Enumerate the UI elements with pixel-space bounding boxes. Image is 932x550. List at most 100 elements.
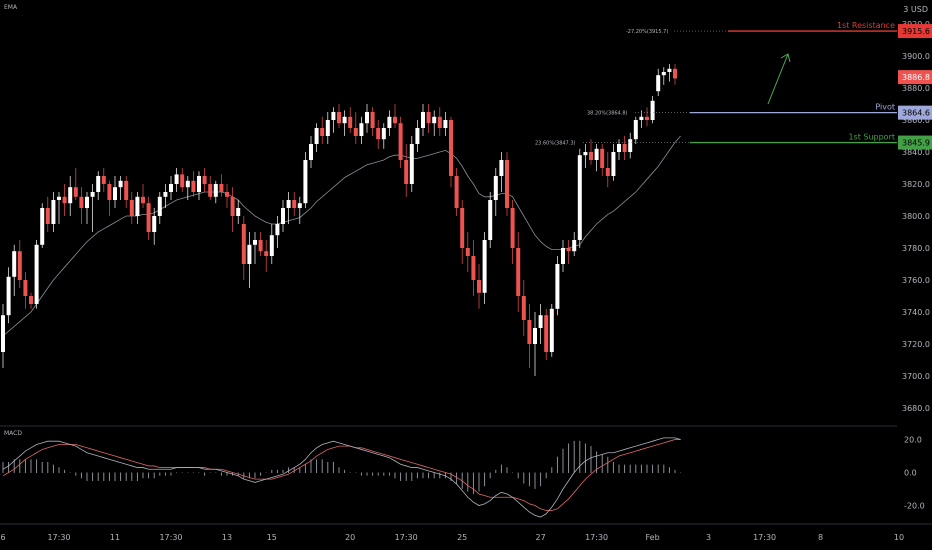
price-tick-label: 3900.0 — [902, 52, 930, 61]
candle — [622, 136, 627, 160]
price-tick-label: 3800.0 — [902, 212, 930, 221]
candle — [505, 152, 509, 216]
candle — [152, 208, 157, 245]
time-tick-label: 27 — [536, 533, 546, 542]
candle-body — [12, 251, 17, 277]
time-tick-label: 17:30 — [47, 533, 70, 542]
candle-body — [146, 203, 151, 232]
candle — [650, 96, 655, 124]
candle-body — [605, 168, 610, 176]
candle-body — [404, 160, 409, 184]
candle-body — [51, 200, 56, 224]
price-tick-label: 3880.0 — [902, 84, 930, 93]
candle-body — [107, 184, 112, 200]
candle-body — [566, 248, 571, 252]
candle-body — [393, 116, 397, 124]
candle-body — [365, 112, 369, 124]
candle — [208, 176, 213, 200]
candle — [437, 107, 442, 136]
time-tick-label: 6 — [0, 533, 5, 542]
candle-body — [549, 308, 554, 352]
candle-body — [23, 280, 28, 296]
candle-body — [258, 240, 263, 252]
price-badge-label: 3915.6 — [902, 27, 930, 36]
candle — [191, 171, 196, 197]
candle — [241, 216, 246, 280]
price-badge — [898, 135, 932, 150]
candle — [135, 192, 140, 224]
candle — [566, 240, 571, 264]
candle — [29, 292, 33, 309]
candle — [342, 110, 347, 136]
candle — [359, 116, 364, 144]
candle-body — [101, 176, 106, 184]
candle-body — [432, 116, 437, 124]
candle-body — [521, 296, 526, 320]
candle — [269, 224, 274, 264]
candle-body — [6, 276, 11, 316]
candle — [404, 144, 409, 197]
candle-body — [62, 196, 67, 204]
macd-tick-label: -20.0 — [904, 502, 925, 511]
candle-body — [577, 155, 582, 240]
price-badge — [898, 24, 932, 39]
candle — [40, 203, 45, 248]
candle — [174, 168, 179, 192]
candle-body — [633, 120, 638, 140]
candle-body — [269, 235, 274, 256]
candle — [34, 240, 39, 309]
candle — [633, 116, 638, 144]
candle-body — [264, 251, 269, 256]
candle-body — [219, 184, 224, 192]
candle-body — [454, 176, 459, 208]
candle-body — [292, 200, 297, 208]
candle-body — [297, 203, 302, 208]
candle — [600, 144, 605, 176]
candle-body — [516, 248, 521, 296]
candle — [303, 152, 308, 208]
time-tick-label: 15 — [267, 533, 277, 542]
candle-body — [449, 120, 453, 176]
candle — [533, 312, 537, 376]
candle-body — [314, 128, 319, 144]
candle-body — [656, 75, 661, 92]
candle — [471, 240, 476, 296]
candle — [656, 68, 661, 96]
candle — [432, 110, 437, 136]
candle-body — [667, 68, 672, 72]
candle — [129, 192, 134, 224]
candle — [73, 168, 78, 200]
candle-body — [40, 208, 45, 245]
candle-body — [230, 196, 235, 216]
level-1st-support: 23.60%(3847.3) 1st Support 3845.9 — [535, 133, 932, 150]
candle-body — [387, 116, 392, 128]
candle — [376, 120, 381, 149]
candle — [90, 184, 95, 232]
candle-body — [225, 192, 229, 197]
fib-label: 38.20%(3864.8) — [587, 111, 628, 117]
candle — [169, 176, 173, 200]
candle — [85, 192, 89, 224]
candle-body — [415, 128, 420, 144]
candle — [219, 174, 224, 197]
candle-body — [594, 148, 599, 160]
candle — [544, 308, 549, 360]
candle-body — [426, 112, 431, 124]
candle — [521, 280, 526, 336]
last-price-badge — [898, 70, 932, 85]
candle-body — [437, 116, 442, 128]
candle-body — [197, 176, 201, 192]
candle — [393, 104, 397, 128]
candle-body — [488, 200, 493, 240]
candle — [538, 304, 543, 344]
candle — [314, 123, 319, 152]
price-tick-label: 3820.0 — [902, 180, 930, 189]
candle-body — [561, 248, 565, 264]
candle — [589, 139, 593, 165]
fib-label: 23.60%(3847.3) — [535, 141, 576, 147]
candle-body — [622, 144, 627, 152]
candle-body — [544, 315, 549, 352]
level-pivot: 38.20%(3864.8) Pivot 3864.6 — [587, 103, 932, 120]
candle — [107, 180, 112, 216]
